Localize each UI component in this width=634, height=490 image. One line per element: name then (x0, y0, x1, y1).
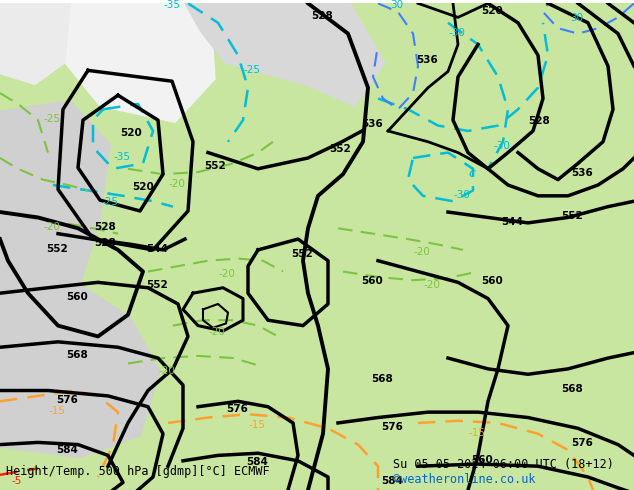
Text: 584: 584 (56, 445, 78, 455)
Text: 520: 520 (120, 128, 142, 138)
Text: 520: 520 (481, 6, 503, 16)
Text: 552: 552 (146, 279, 168, 290)
Text: 536: 536 (416, 54, 438, 65)
Text: 584: 584 (246, 457, 268, 467)
Text: 560: 560 (481, 276, 503, 286)
Text: 552: 552 (46, 244, 68, 254)
Text: -15: -15 (249, 420, 266, 430)
Text: ©weatheronline.co.uk: ©weatheronline.co.uk (393, 473, 536, 486)
Text: -20: -20 (424, 279, 441, 290)
Text: 544: 544 (501, 217, 523, 227)
Text: -20: -20 (169, 179, 185, 189)
Text: -20: -20 (44, 222, 60, 232)
Text: 568: 568 (371, 373, 393, 384)
Text: 576: 576 (226, 404, 248, 414)
Text: 560: 560 (471, 455, 493, 465)
Polygon shape (0, 3, 70, 84)
Text: 584: 584 (381, 476, 403, 487)
Text: 568: 568 (561, 385, 583, 394)
Text: -20: -20 (219, 269, 235, 279)
Text: -5: -5 (12, 476, 22, 487)
Text: 528: 528 (528, 116, 550, 126)
Text: 528: 528 (94, 239, 116, 248)
Text: 560: 560 (66, 293, 88, 302)
Text: -30: -30 (453, 190, 470, 200)
Text: -20: -20 (158, 366, 176, 376)
Text: c: c (469, 167, 476, 180)
Text: -20: -20 (413, 247, 430, 257)
Text: -35: -35 (113, 152, 131, 162)
Text: 544: 544 (146, 244, 168, 254)
Text: -30: -30 (449, 27, 465, 38)
Polygon shape (65, 3, 215, 122)
Text: 560: 560 (361, 276, 383, 286)
Text: Su 05-05-2024 06:00 UTC (18+12): Su 05-05-2024 06:00 UTC (18+12) (393, 458, 614, 471)
Polygon shape (0, 100, 110, 349)
Text: -25: -25 (243, 65, 261, 75)
Text: 576: 576 (56, 395, 78, 405)
Text: -15: -15 (469, 428, 486, 438)
Text: 552: 552 (329, 145, 351, 154)
Text: 30: 30 (391, 0, 404, 10)
Text: 552: 552 (204, 161, 226, 171)
Text: -35: -35 (164, 0, 181, 10)
Text: 536: 536 (571, 168, 593, 178)
Text: 576: 576 (381, 422, 403, 432)
Text: 520: 520 (132, 182, 154, 192)
Text: -15: -15 (48, 406, 65, 416)
Text: -25: -25 (101, 197, 119, 207)
Text: 536: 536 (361, 120, 383, 129)
Text: 30: 30 (571, 13, 583, 24)
Text: 568: 568 (66, 350, 88, 360)
Text: -25: -25 (44, 114, 60, 124)
Text: 552: 552 (291, 249, 313, 259)
Polygon shape (185, 3, 385, 106)
Text: Height/Temp. 500 hPa [gdmp][°C] ECMWF: Height/Temp. 500 hPa [gdmp][°C] ECMWF (6, 465, 270, 478)
Text: 528: 528 (311, 11, 333, 21)
Text: -30: -30 (493, 141, 510, 151)
Text: 552: 552 (561, 211, 583, 221)
Text: 576: 576 (571, 439, 593, 448)
Text: 528: 528 (94, 222, 116, 232)
Polygon shape (0, 285, 160, 458)
Text: -20: -20 (209, 327, 226, 337)
